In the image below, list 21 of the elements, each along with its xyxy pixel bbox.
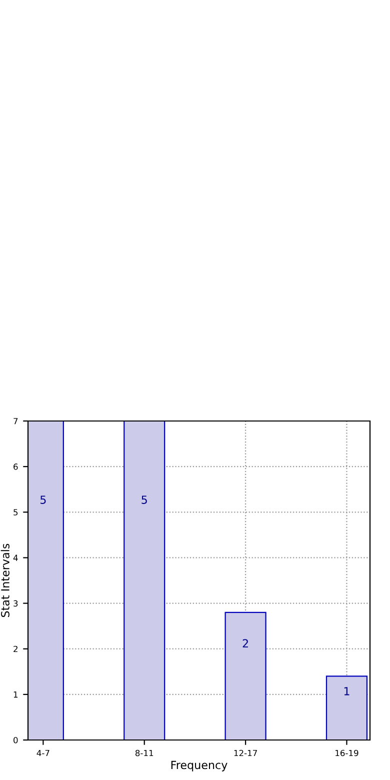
y-tick-label: 6 (14, 464, 18, 470)
x-tick-label: 4-7 (36, 750, 50, 756)
bar (224, 612, 266, 740)
bar (124, 421, 166, 740)
y-tick-label: 1 (14, 692, 18, 698)
y-tick-label: 2 (14, 646, 18, 652)
y-tick-label: 0 (14, 736, 18, 744)
annotation: 5 (142, 496, 147, 504)
annotation: 1 (344, 687, 350, 696)
annotation: 2 (242, 639, 248, 648)
y-tick-label: 5 (14, 509, 18, 516)
x-tick-label: 16-19 (336, 750, 358, 756)
y-tick-label: 4 (13, 554, 18, 561)
annotation: 5 (40, 496, 46, 504)
bar (326, 676, 368, 740)
x-axis-title: Frequency (171, 760, 228, 772)
y-tick-label: 3 (14, 600, 18, 607)
x-tick-label: 8-11 (135, 750, 154, 756)
y-tick-label: 7 (14, 418, 18, 424)
x-tick-label: 12-17 (234, 750, 257, 756)
y-axis-title: Stat Intervals (0, 544, 10, 617)
